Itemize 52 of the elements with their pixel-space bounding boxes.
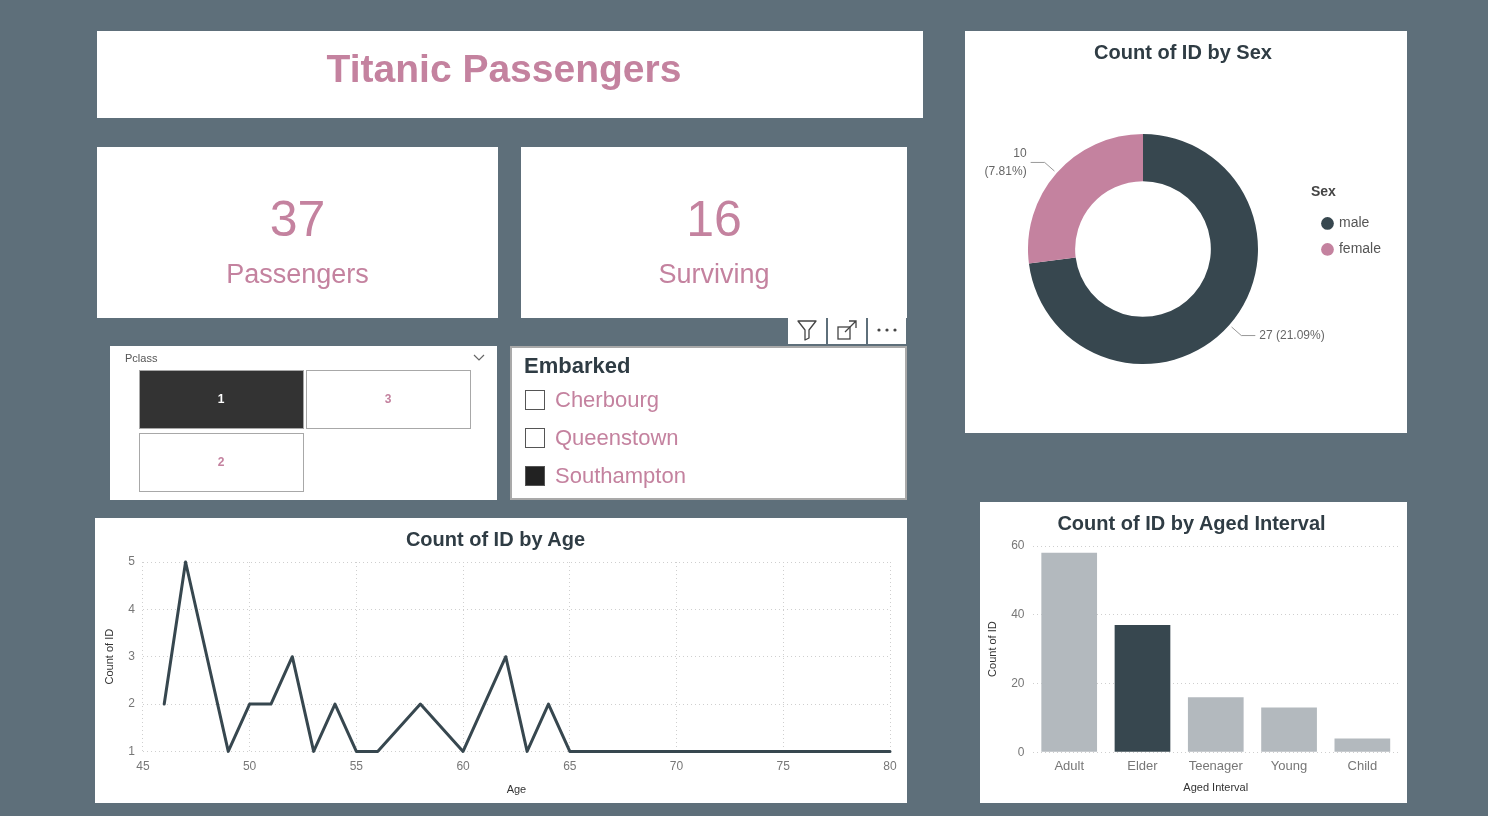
category-label: Cherbourg bbox=[555, 387, 659, 413]
x-tick-label: Elder bbox=[1127, 757, 1159, 773]
data-label: 16 bbox=[686, 190, 742, 248]
bar bbox=[1187, 697, 1244, 752]
category-label: 3 bbox=[384, 392, 392, 406]
y-tick-label: 40 bbox=[1011, 607, 1025, 622]
legend-label: male bbox=[1338, 214, 1370, 231]
y-tick-label: 4 bbox=[128, 601, 136, 616]
y-tick-label: 60 bbox=[1011, 538, 1025, 553]
y-tick-label: 5 bbox=[128, 554, 136, 569]
y-tick-label: 0 bbox=[1017, 744, 1025, 759]
x-tick-label: 45 bbox=[136, 758, 150, 773]
chart-title: Count of ID by Sex bbox=[1094, 40, 1272, 63]
x-tick-label: Young bbox=[1270, 757, 1308, 773]
legend-label: female bbox=[1338, 240, 1382, 257]
bar bbox=[1334, 738, 1391, 752]
x-axis-title: Aged Interval bbox=[1183, 781, 1249, 794]
x-tick-label: 60 bbox=[456, 758, 471, 773]
bar bbox=[1261, 707, 1317, 752]
y-tick-label: 2 bbox=[128, 696, 136, 711]
y-tick-label: 3 bbox=[128, 649, 136, 664]
category-label: Surviving bbox=[658, 258, 770, 290]
x-tick-label: 55 bbox=[349, 758, 364, 773]
legend-title: Sex bbox=[1310, 183, 1337, 200]
category-label: 2 bbox=[217, 455, 225, 469]
data-label: 10 (7.81%) bbox=[984, 145, 1027, 178]
text: Embarked bbox=[524, 353, 631, 379]
y-tick-label: 20 bbox=[1011, 675, 1025, 690]
chart-title: Count of ID by Age bbox=[405, 527, 586, 550]
x-tick-label: 75 bbox=[776, 758, 791, 773]
chart-title: Count of ID by Aged Interval bbox=[1057, 511, 1326, 534]
data-label: 37 bbox=[269, 190, 326, 248]
y-tick-label: 1 bbox=[128, 743, 136, 758]
text: Titanic Passengers bbox=[326, 46, 682, 91]
x-axis-title: Age bbox=[506, 783, 527, 796]
category-label: Queenstown bbox=[555, 425, 679, 451]
bar bbox=[1114, 625, 1171, 752]
x-tick-label: 70 bbox=[669, 758, 684, 773]
x-tick-label: 80 bbox=[883, 758, 897, 773]
text: Pclass bbox=[125, 352, 158, 364]
y-axis-title: Count of ID bbox=[985, 621, 998, 677]
category-label: 1 bbox=[217, 392, 225, 406]
x-tick-label: Teenager bbox=[1188, 757, 1244, 773]
x-tick-label: 50 bbox=[242, 758, 257, 773]
x-tick-label: 65 bbox=[563, 758, 577, 773]
category-label: Southampton bbox=[555, 463, 686, 489]
bar bbox=[1041, 552, 1098, 752]
y-axis-title: Count of ID bbox=[102, 628, 115, 685]
data-label: 27 (21.09%) bbox=[1259, 327, 1325, 342]
x-tick-label: Child bbox=[1347, 757, 1378, 773]
x-tick-label: Adult bbox=[1054, 757, 1085, 773]
category-label: Passengers bbox=[226, 258, 369, 290]
